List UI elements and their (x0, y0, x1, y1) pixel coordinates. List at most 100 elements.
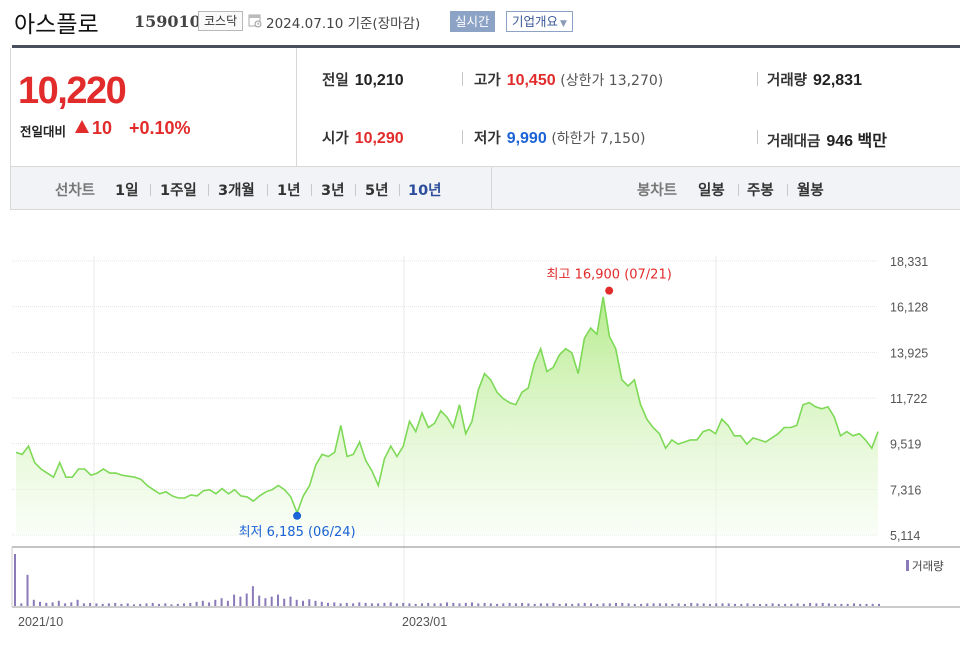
volume-bar (402, 602, 405, 606)
volume-bar (277, 594, 279, 606)
volume-bar (245, 593, 248, 606)
y-tick-label: 5,114 (890, 529, 920, 543)
volume-bar (496, 603, 499, 606)
volume-bar (815, 603, 818, 606)
volume-bar (170, 604, 173, 606)
tab-10y[interactable]: 10년 (408, 183, 442, 199)
volume-bar (189, 602, 192, 606)
volume-bar (220, 598, 223, 606)
volume-bar (727, 603, 730, 606)
tab-3m[interactable]: 3개월 (218, 183, 255, 199)
volume-bar (452, 602, 455, 606)
volume-bar (208, 602, 211, 606)
volume-bar (283, 598, 286, 606)
tab-daily-candle[interactable]: 일봉 (698, 183, 725, 199)
volume-bar (471, 602, 473, 606)
volume-bar (752, 603, 755, 606)
tab-separator (208, 184, 209, 196)
cell-separator (757, 72, 758, 86)
tab-1y[interactable]: 1년 (277, 183, 301, 199)
volume-bar (784, 603, 787, 606)
volume-bar (709, 603, 711, 606)
volume-bar (859, 603, 862, 606)
volume-bar (671, 603, 674, 606)
volume-bar (558, 603, 561, 606)
tab-3y[interactable]: 3년 (321, 183, 345, 199)
up-triangle-icon (75, 120, 89, 133)
volume-bar (853, 603, 855, 606)
realtime-button[interactable]: 실시간 (450, 11, 495, 32)
company-overview-button[interactable]: 기업개요 ▼ (506, 11, 573, 32)
volume-bar (57, 600, 60, 606)
volume-bar (715, 603, 718, 606)
y-tick-label: 13,925 (890, 346, 928, 360)
market-badge: 코스닥 (198, 11, 244, 31)
price-chart[interactable]: 18,331 16,128 13,925 11,722 9,519 7,316 5,114 … (0, 240, 960, 645)
volume-bar (577, 603, 580, 606)
y-tick-label: 16,128 (890, 301, 928, 315)
high-label: 고가 (474, 73, 501, 89)
volume-bar (158, 603, 160, 606)
volume-bar (802, 603, 805, 606)
y-tick-label: 11,722 (890, 392, 927, 406)
volume-bar (508, 602, 511, 606)
candle-chart-label: 봉차트 (637, 183, 678, 199)
cell-separator (462, 72, 463, 86)
max-point-label: 최고 16,900 (07/21) (547, 268, 672, 283)
volume-bar (264, 598, 267, 606)
volume-bar (527, 603, 530, 606)
x-tick-label: 2023/01 (402, 615, 447, 629)
volume-bar (133, 604, 135, 606)
stock-name: 아스플로 (14, 12, 99, 38)
volume-bar (176, 603, 179, 606)
volume-value: 92,831 (813, 72, 862, 89)
tab-weekly-candle[interactable]: 주봉 (747, 183, 774, 199)
volume-bar (608, 603, 611, 606)
prev-close-value: 10,210 (354, 72, 404, 89)
volume-bar (539, 603, 542, 606)
header-divider (12, 45, 960, 48)
volume-bar (270, 596, 273, 606)
volume-bar (358, 602, 361, 606)
volume-bar (846, 603, 849, 606)
tab-1w[interactable]: 1주일 (160, 183, 197, 199)
volume-bar (233, 594, 236, 606)
volume-bar (377, 603, 380, 606)
volume-bar (809, 602, 812, 606)
upper-limit: (상한가 13,270) (560, 73, 664, 89)
volume-bar (665, 603, 668, 606)
volume-bar (458, 603, 461, 606)
tab-monthly-candle[interactable]: 월봉 (797, 183, 824, 199)
low-cell: 저가 9,990 (하한가 7,150) (474, 127, 645, 148)
volume-bar (533, 603, 536, 606)
volume-bar (514, 603, 517, 606)
volume-bar (658, 603, 661, 606)
volume-bar (327, 602, 329, 606)
volume-bar (464, 602, 467, 606)
y-tick-label: 7,316 (890, 483, 921, 497)
price-area-fill (16, 296, 878, 535)
min-point-label: 최저 6,185 (06/24) (239, 525, 356, 540)
prev-close-label: 전일 (322, 73, 349, 89)
tab-separator (355, 184, 356, 196)
y-tick-label: 9,519 (890, 438, 921, 452)
tab-5y[interactable]: 5년 (365, 183, 389, 199)
volume-bar (796, 603, 799, 606)
volume-bar (565, 603, 567, 606)
current-price: 10,220 (18, 70, 127, 112)
volume-bar (721, 603, 724, 606)
volume-bar (771, 603, 774, 606)
volume-bar (76, 599, 79, 606)
volume-legend-swatch (906, 560, 909, 571)
tabs-divider (491, 167, 492, 209)
volume-bar (339, 603, 342, 606)
volume-bar (408, 603, 411, 606)
volume-bar (446, 602, 448, 606)
volume-bar (201, 600, 204, 606)
volume-bar (26, 574, 29, 606)
tab-1d[interactable]: 1일 (115, 183, 139, 199)
volume-bar (89, 602, 92, 606)
volume-bar (95, 603, 98, 606)
volume-bar (840, 603, 843, 606)
volume-bar (239, 596, 242, 606)
